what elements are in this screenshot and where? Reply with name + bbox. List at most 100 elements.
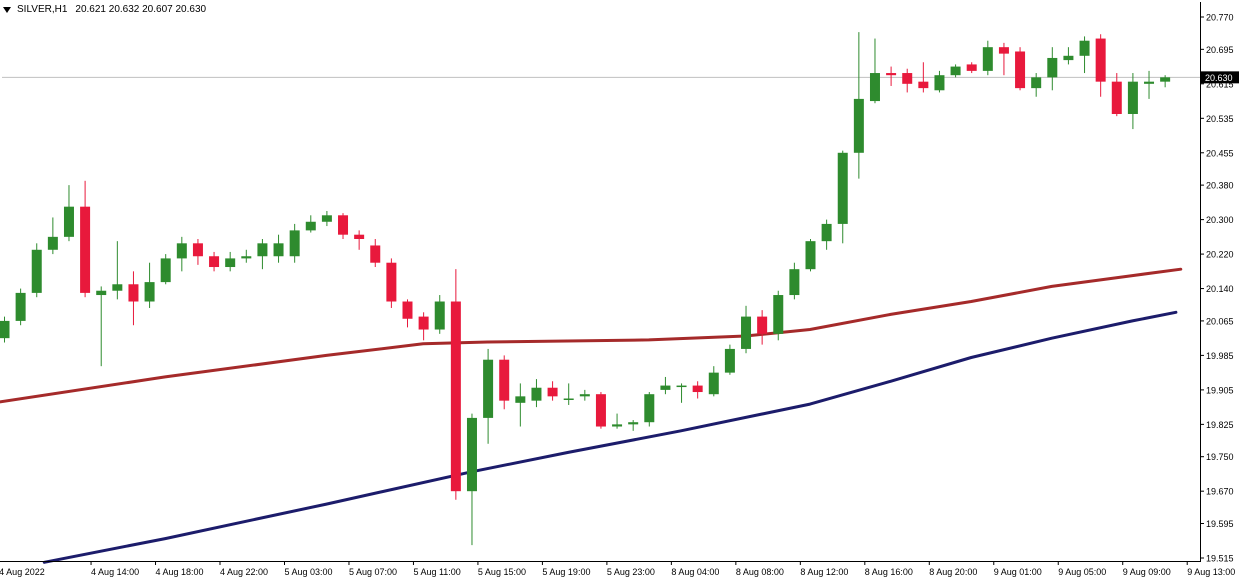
candle-body (1015, 51, 1026, 89)
candle-body (176, 243, 187, 259)
candle (338, 213, 349, 240)
x-tick-label: 8 Aug 16:00 (865, 567, 913, 577)
candle (1160, 75, 1171, 88)
x-tick-label: 8 Aug 04:00 (671, 567, 719, 577)
candle (757, 310, 768, 345)
candle (434, 295, 445, 334)
candle (354, 230, 365, 250)
candle-body (692, 385, 703, 393)
x-tick-label: 5 Aug 07:00 (349, 567, 397, 577)
candle (805, 239, 816, 272)
y-tick-label: 20.380 (1206, 181, 1234, 191)
candle-body (628, 422, 639, 425)
candle (579, 389, 590, 401)
y-tick-label: 19.985 (1206, 351, 1234, 361)
candle (886, 66, 897, 86)
candle-body (289, 230, 300, 257)
candles (0, 32, 1171, 546)
candle (934, 70, 945, 93)
ma-fast-line (0, 267, 1183, 404)
candle (1031, 73, 1042, 97)
candle (176, 236, 187, 272)
candle (402, 299, 413, 328)
candle-body (595, 394, 606, 427)
candle-body (225, 258, 236, 268)
x-tick-label: 9 Aug 09:00 (1123, 567, 1171, 577)
candle-body (1063, 55, 1074, 61)
candle-body (128, 284, 139, 302)
candle (708, 366, 719, 397)
y-tick-label: 19.825 (1206, 420, 1234, 430)
candle-body (1047, 57, 1058, 78)
candle-body (338, 215, 349, 235)
candle-body (241, 256, 252, 259)
candle (1127, 73, 1138, 130)
candle-body (773, 295, 784, 334)
candle-body (934, 75, 945, 91)
y-tick-label: 19.750 (1206, 452, 1234, 462)
ma-slow-line (42, 310, 1178, 564)
candle-body (386, 262, 397, 302)
candle-body (321, 215, 332, 222)
candle (1095, 34, 1106, 97)
x-tick-label: 8 Aug 12:00 (800, 567, 848, 577)
candle-body (370, 245, 381, 263)
candle (0, 316, 10, 343)
candle-body (676, 385, 687, 388)
candle (321, 210, 332, 227)
candle-body (434, 301, 445, 330)
x-tick-label: 8 Aug 20:00 (929, 567, 977, 577)
candle (1111, 73, 1122, 117)
dropdown-triangle-icon[interactable] (3, 6, 11, 13)
candle (773, 290, 784, 341)
candle-body (757, 316, 768, 334)
candle-body (257, 243, 268, 257)
candle-body (402, 301, 413, 319)
candle (692, 381, 703, 399)
candle-body (741, 316, 752, 349)
y-tick-label: 19.595 (1206, 519, 1234, 529)
candle-body (0, 320, 10, 339)
candle (515, 383, 526, 427)
axes: 20.770 20.695 20.615 20.535 20.455 20.380 20.3… (0, 2, 1239, 577)
candle-body (805, 241, 816, 270)
candle (1063, 47, 1074, 65)
candle-body (63, 206, 74, 237)
candle (837, 150, 848, 244)
candle (612, 413, 623, 429)
candle-body (789, 269, 800, 296)
candle (483, 348, 494, 444)
candle-body (821, 223, 832, 242)
y-tick-label: 20.220 (1206, 250, 1234, 260)
candle (595, 392, 606, 429)
moving-averages (0, 267, 1183, 564)
candle (499, 355, 510, 410)
candle (289, 223, 300, 263)
candle-body (96, 290, 107, 296)
x-tick-label: 9 Aug 13:00 (1187, 567, 1235, 577)
candle-body (644, 394, 655, 423)
candle (112, 241, 123, 300)
candle (96, 286, 107, 367)
candle-body (305, 221, 316, 231)
candle-body (563, 398, 574, 401)
y-tick-label: 19.515 (1206, 554, 1234, 564)
candle-body (1127, 81, 1138, 114)
candle (241, 249, 252, 263)
candle-body (499, 359, 510, 401)
candle (789, 262, 800, 300)
y-tick-label: 20.695 (1206, 45, 1234, 55)
candle (1144, 70, 1155, 99)
candle-body (531, 387, 542, 401)
candle-body (160, 258, 171, 283)
x-tick-label: 5 Aug 23:00 (607, 567, 655, 577)
x-tick-label: 5 Aug 11:00 (413, 567, 460, 577)
candle (305, 215, 316, 233)
candle (257, 239, 268, 270)
candle-body (466, 417, 477, 492)
candle (418, 312, 429, 341)
y-tick-label: 20.140 (1206, 284, 1234, 294)
y-tick-label: 20.770 (1206, 13, 1234, 23)
